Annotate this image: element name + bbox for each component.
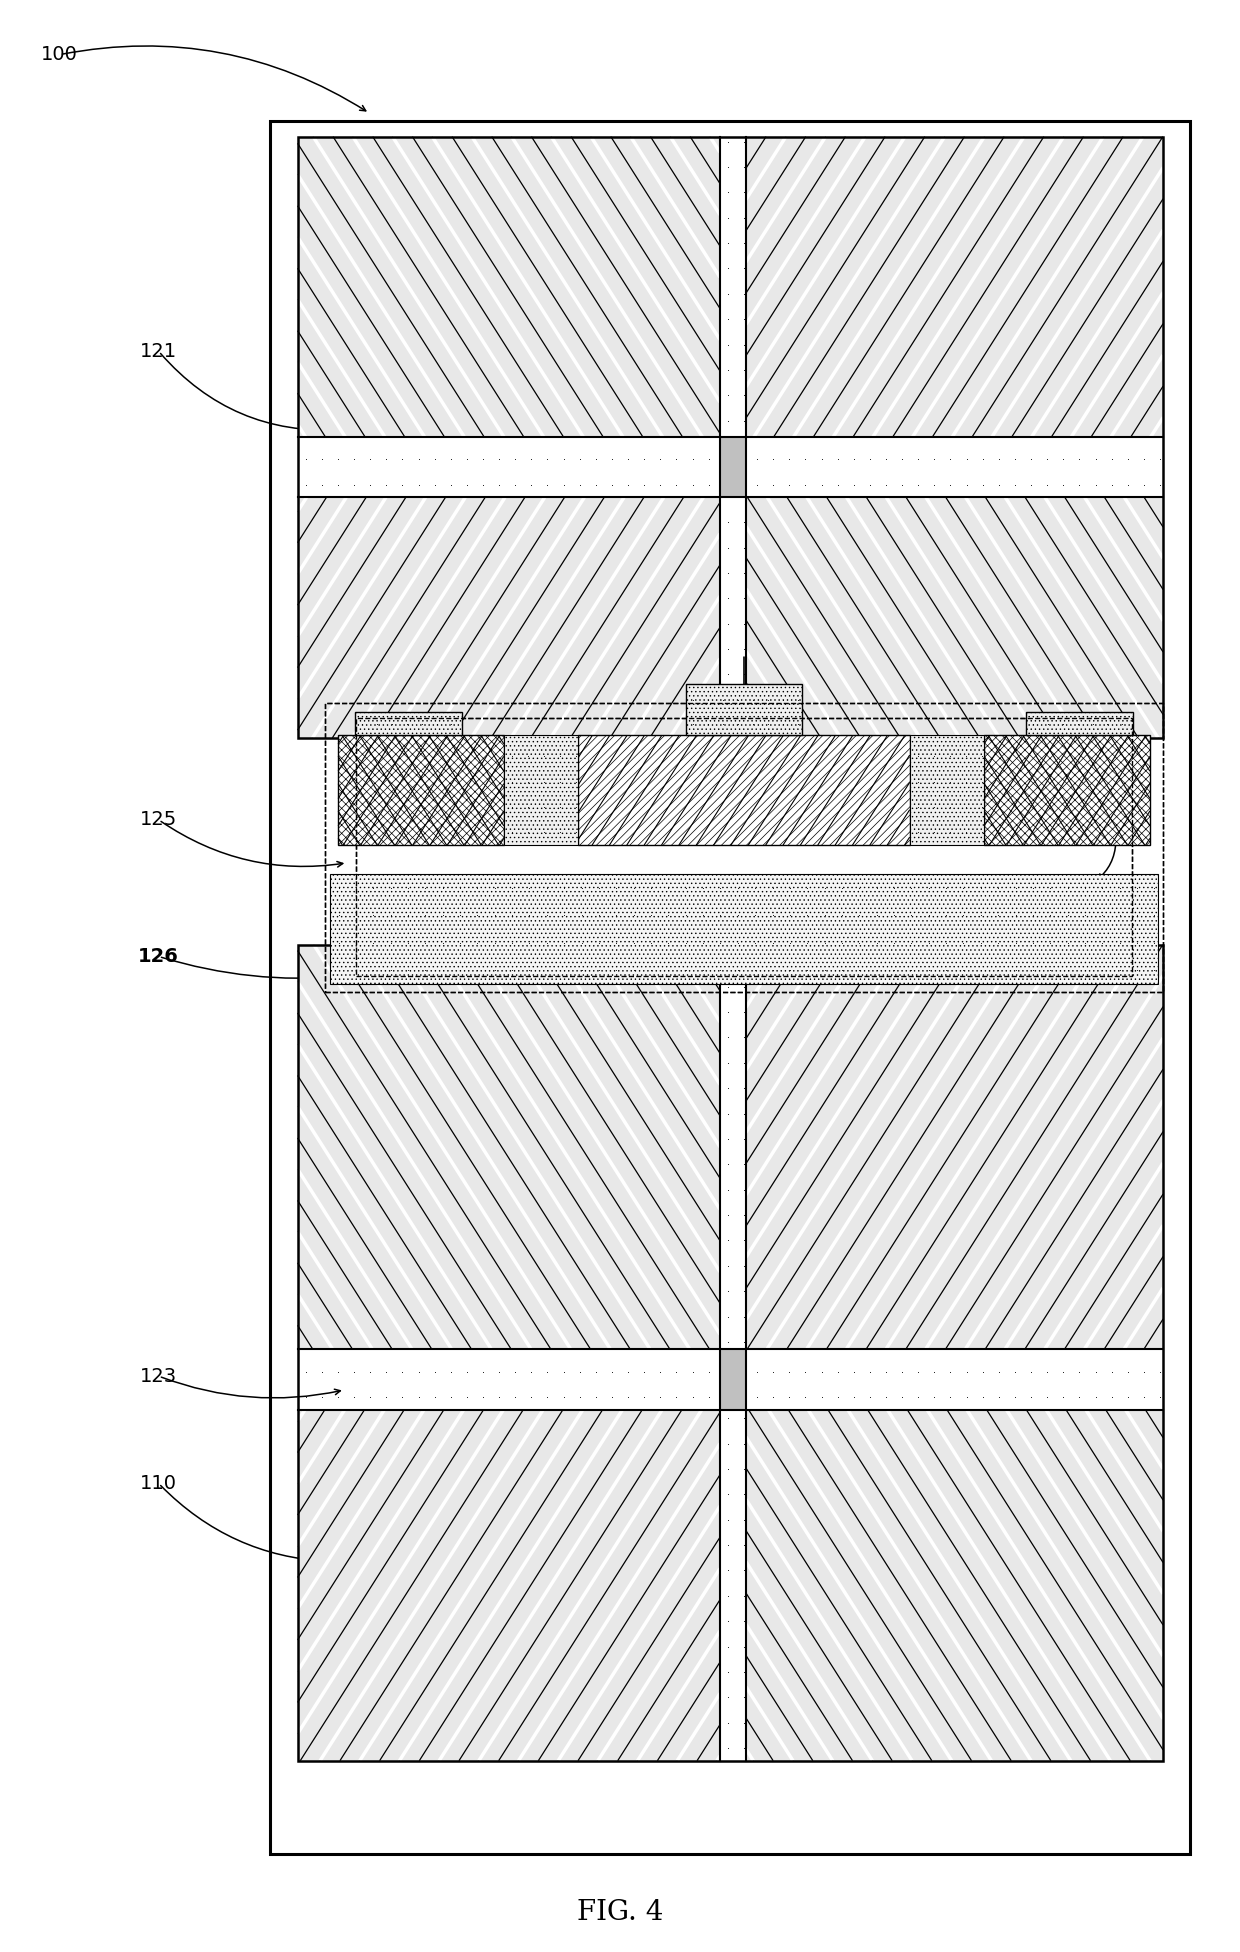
Bar [330,874,1158,984]
Bar [720,1349,746,1409]
Bar [356,718,1132,976]
Bar [746,945,1163,1349]
Bar [298,945,1163,1761]
Bar [746,498,1163,738]
Bar [325,703,1163,992]
Bar [298,1409,720,1761]
Bar [298,498,720,738]
Text: FIG. 4: FIG. 4 [577,1899,663,1927]
Bar [339,736,503,845]
Bar [746,1409,1163,1761]
Bar [985,736,1149,845]
Bar [325,703,1163,992]
Bar [503,736,578,845]
Bar [746,137,1163,437]
Bar [720,437,746,498]
Bar [298,945,720,1349]
Bar [910,736,985,845]
Bar [298,137,1163,738]
Bar [270,121,1190,1854]
Text: 123: 123 [140,1366,177,1386]
Text: 125: 125 [140,810,177,830]
Text: 100: 100 [41,45,78,64]
Text: 110: 110 [140,1474,177,1493]
Text: 124: 124 [1097,830,1135,849]
Bar [298,945,1163,1761]
Bar [298,137,1163,738]
Bar [578,736,910,845]
Bar [1025,712,1133,736]
Bar [686,683,802,736]
Text: 126: 126 [139,947,179,966]
Bar [298,137,720,437]
Bar [356,718,1132,976]
Bar [355,712,463,736]
Text: 121: 121 [140,342,177,361]
